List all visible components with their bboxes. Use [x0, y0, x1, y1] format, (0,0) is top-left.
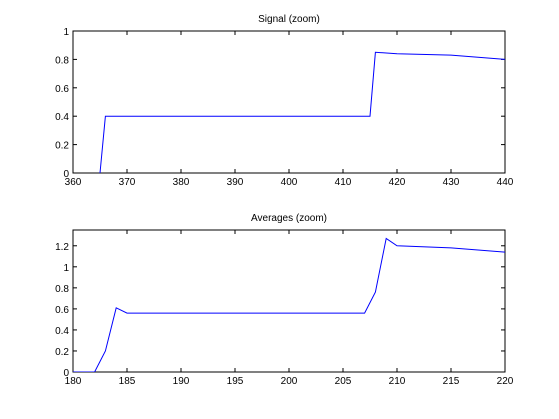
- averages-zoom-xtick-label: 195: [227, 376, 244, 387]
- averages-zoom-title: Averages (zoom): [251, 213, 327, 224]
- signal-zoom-xtick-label: 370: [119, 177, 136, 188]
- averages-zoom-ytick-label: 1.2: [55, 242, 69, 253]
- signal-zoom-ytick-label: 0: [63, 169, 69, 180]
- signal-zoom-axes: Signal (zoom) 360 370 380 390 400 410 420 430 44…: [55, 14, 514, 188]
- averages-zoom-axes: Averages (zoom) 180 185 190 195 200 205 210 215…: [55, 213, 514, 387]
- signal-zoom-ytick-label: 0.6: [55, 84, 69, 95]
- signal-zoom-ytick-label: 1: [63, 27, 69, 38]
- averages-zoom-xtick-label: 200: [281, 376, 298, 387]
- averages-zoom-ytick-label: 1: [63, 263, 69, 274]
- averages-zoom-ytick-label: 0.6: [55, 305, 69, 316]
- averages-zoom-ytick-label: 0.4: [55, 326, 69, 337]
- averages-zoom-xtick-label: 185: [119, 376, 136, 387]
- signal-zoom-xtick-label: 440: [497, 177, 514, 188]
- signal-zoom-xtick-label: 380: [173, 177, 190, 188]
- averages-zoom-axes-frame: [72, 229, 506, 373]
- signal-zoom-ytick-label: 0.8: [55, 55, 69, 66]
- averages-zoom-xtick-label: 220: [497, 376, 514, 387]
- averages-zoom-xtick-label: 205: [335, 376, 352, 387]
- signal-zoom-title: Signal (zoom): [258, 14, 320, 25]
- signal-zoom-ytick-label: 0.2: [55, 141, 69, 152]
- signal-zoom-series-line: [98, 51, 505, 173]
- averages-zoom-ytick-label: 0: [63, 368, 69, 379]
- averages-zoom-xtick-label: 180: [65, 376, 82, 387]
- averages-zoom-xtick-label: 215: [443, 376, 460, 387]
- signal-zoom-xtick-label: 360: [65, 177, 82, 188]
- averages-zoom-series-line: [73, 237, 505, 372]
- averages-zoom-xtick-label: 210: [389, 376, 406, 387]
- averages-zoom-xtick-label: 190: [173, 376, 190, 387]
- signal-zoom-xtick-label: 430: [443, 177, 460, 188]
- signal-zoom-xtick-label: 390: [227, 177, 244, 188]
- signal-zoom-ytick-label: 0.4: [55, 112, 69, 123]
- averages-zoom-ytick-label: 0.2: [55, 347, 69, 358]
- signal-zoom-xtick-label: 420: [389, 177, 406, 188]
- signal-zoom-xtick-label: 400: [281, 177, 298, 188]
- signal-zoom-xtick-label: 410: [335, 177, 352, 188]
- averages-zoom-ytick-label: 0.8: [55, 284, 69, 295]
- signal-zoom-axes-frame: [72, 30, 506, 174]
